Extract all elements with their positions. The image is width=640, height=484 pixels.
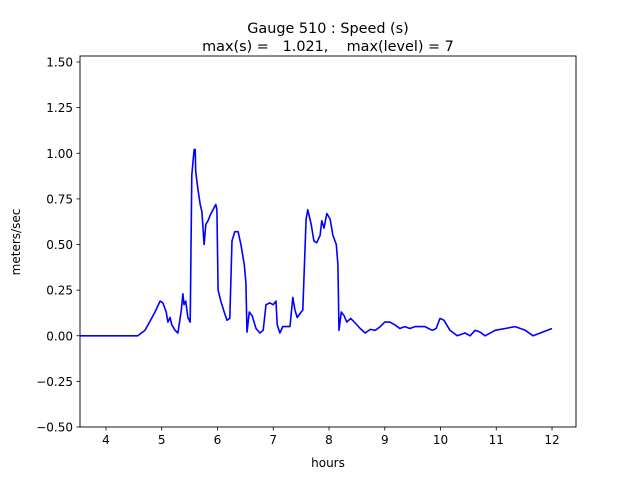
y-axis-label: meters/sec [9,209,23,276]
chart-title-line1: Gauge 510 : Speed (s) [247,21,409,37]
y-tick-label: 0.75 [46,192,73,206]
x-tick-label: 11 [489,433,504,447]
x-tick-label: 6 [214,433,222,447]
y-tick-label: 0.25 [46,284,73,298]
y-tick-label: 0.50 [46,238,73,252]
y-tick-label: 1.25 [46,101,73,115]
x-tick-label: 7 [269,433,277,447]
y-tick-label: −0.25 [36,375,73,389]
series-line-speed [79,148,553,337]
plot-frame [79,55,577,428]
y-tick-label: 1.00 [46,147,73,161]
x-tick-label: 10 [433,433,448,447]
chart-title-line2: max(s) = 1.021, max(level) = 7 [202,39,454,55]
x-tick-label: 8 [325,433,333,447]
x-tick-label: 5 [158,433,166,447]
x-tick-label: 12 [544,433,559,447]
y-tick-label: 1.50 [46,56,73,70]
y-tick-label: 0.00 [46,329,73,343]
y-tick-label: −0.50 [36,421,73,435]
x-axis-label: hours [311,456,345,470]
x-tick-label: 4 [102,433,110,447]
x-tick-label: 9 [381,433,389,447]
